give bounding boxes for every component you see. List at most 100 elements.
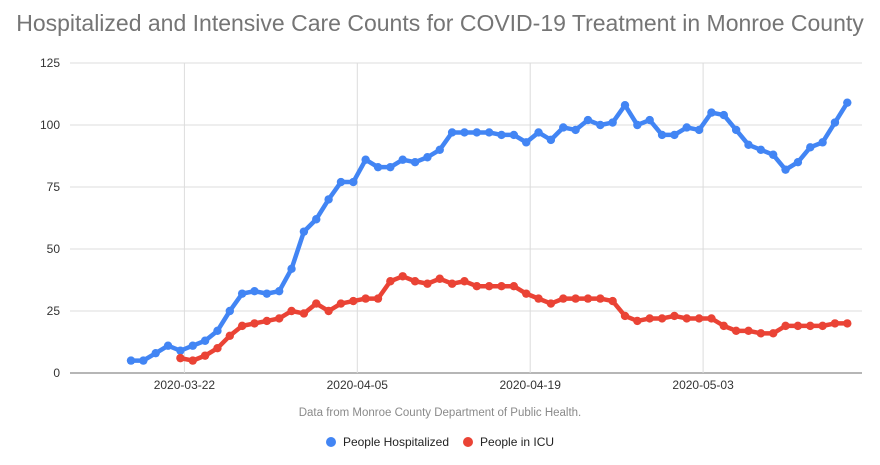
data-point[interactable] bbox=[818, 138, 827, 147]
data-point[interactable] bbox=[312, 299, 321, 308]
data-point[interactable] bbox=[620, 311, 630, 321]
data-point[interactable] bbox=[324, 306, 333, 316]
data-point[interactable] bbox=[213, 326, 222, 336]
data-point[interactable] bbox=[349, 177, 358, 187]
data-point[interactable] bbox=[806, 321, 815, 331]
data-point[interactable] bbox=[447, 279, 457, 288]
data-point[interactable] bbox=[262, 289, 272, 298]
data-point[interactable] bbox=[460, 128, 469, 137]
data-point[interactable] bbox=[769, 329, 778, 338]
data-point[interactable] bbox=[731, 125, 741, 135]
data-point[interactable] bbox=[324, 195, 333, 204]
data-point[interactable] bbox=[818, 321, 827, 331]
data-point[interactable] bbox=[645, 115, 654, 125]
data-point[interactable] bbox=[707, 108, 716, 117]
data-point[interactable] bbox=[756, 145, 766, 154]
data-point[interactable] bbox=[509, 130, 519, 140]
data-point[interactable] bbox=[793, 158, 803, 167]
data-point[interactable] bbox=[336, 177, 346, 187]
data-point[interactable] bbox=[225, 306, 234, 316]
data-point[interactable] bbox=[608, 118, 617, 127]
data-point[interactable] bbox=[435, 145, 444, 154]
data-point[interactable] bbox=[522, 289, 531, 298]
data-point[interactable] bbox=[361, 294, 370, 303]
data-point[interactable] bbox=[830, 118, 840, 127]
data-point[interactable] bbox=[583, 115, 593, 125]
data-point[interactable] bbox=[250, 286, 259, 296]
data-point[interactable] bbox=[275, 314, 284, 323]
data-point[interactable] bbox=[731, 326, 741, 336]
data-point[interactable] bbox=[781, 321, 790, 331]
data-point[interactable] bbox=[213, 344, 222, 353]
data-point[interactable] bbox=[719, 110, 728, 120]
data-point[interactable] bbox=[225, 331, 234, 340]
data-point[interactable] bbox=[781, 165, 790, 174]
data-point[interactable] bbox=[843, 319, 852, 328]
data-point[interactable] bbox=[843, 98, 852, 107]
data-point[interactable] bbox=[657, 314, 667, 323]
data-point[interactable] bbox=[546, 135, 556, 145]
data-point[interactable] bbox=[250, 319, 259, 328]
data-point[interactable] bbox=[484, 282, 494, 291]
data-point[interactable] bbox=[559, 294, 568, 303]
data-point[interactable] bbox=[633, 120, 642, 130]
data-point[interactable] bbox=[744, 140, 753, 150]
legend-item-hospitalized[interactable]: People Hospitalized bbox=[325, 435, 449, 449]
data-point[interactable] bbox=[484, 128, 494, 137]
data-point[interactable] bbox=[670, 311, 679, 321]
data-point[interactable] bbox=[188, 341, 197, 350]
data-point[interactable] bbox=[386, 162, 395, 172]
data-point[interactable] bbox=[694, 314, 704, 323]
data-point[interactable] bbox=[262, 316, 272, 326]
data-point[interactable] bbox=[806, 143, 815, 152]
data-point[interactable] bbox=[398, 272, 407, 281]
data-point[interactable] bbox=[571, 125, 580, 135]
data-point[interactable] bbox=[410, 158, 420, 167]
data-point[interactable] bbox=[472, 282, 481, 291]
data-point[interactable] bbox=[744, 326, 753, 336]
data-point[interactable] bbox=[299, 309, 309, 318]
data-point[interactable] bbox=[707, 314, 716, 323]
data-point[interactable] bbox=[176, 353, 185, 363]
data-point[interactable] bbox=[546, 299, 556, 308]
data-point[interactable] bbox=[509, 282, 519, 291]
data-point[interactable] bbox=[596, 120, 605, 130]
data-point[interactable] bbox=[657, 130, 667, 140]
data-point[interactable] bbox=[756, 329, 766, 338]
data-point[interactable] bbox=[447, 128, 457, 137]
data-point[interactable] bbox=[287, 306, 296, 316]
data-point[interactable] bbox=[472, 128, 481, 137]
data-point[interactable] bbox=[596, 294, 605, 303]
data-point[interactable] bbox=[571, 294, 580, 303]
data-point[interactable] bbox=[200, 351, 210, 360]
data-point[interactable] bbox=[682, 314, 691, 323]
data-point[interactable] bbox=[423, 153, 432, 162]
data-point[interactable] bbox=[237, 321, 247, 331]
data-point[interactable] bbox=[361, 155, 370, 164]
data-point[interactable] bbox=[386, 277, 395, 286]
data-point[interactable] bbox=[312, 215, 321, 224]
data-point[interactable] bbox=[299, 227, 309, 236]
data-point[interactable] bbox=[583, 294, 593, 303]
data-point[interactable] bbox=[200, 336, 210, 345]
data-point[interactable] bbox=[398, 155, 407, 164]
data-point[interactable] bbox=[139, 356, 148, 365]
data-point[interactable] bbox=[287, 264, 296, 274]
data-point[interactable] bbox=[373, 162, 383, 172]
data-point[interactable] bbox=[460, 277, 469, 286]
data-point[interactable] bbox=[694, 125, 704, 135]
data-point[interactable] bbox=[176, 346, 185, 355]
data-point[interactable] bbox=[275, 286, 284, 296]
data-point[interactable] bbox=[620, 100, 630, 110]
data-point[interactable] bbox=[682, 123, 691, 132]
data-point[interactable] bbox=[608, 296, 617, 306]
data-point[interactable] bbox=[373, 294, 383, 303]
data-point[interactable] bbox=[633, 316, 642, 326]
data-point[interactable] bbox=[188, 356, 197, 365]
data-point[interactable] bbox=[769, 150, 778, 159]
data-point[interactable] bbox=[435, 274, 444, 283]
data-point[interactable] bbox=[559, 123, 568, 132]
data-point[interactable] bbox=[151, 348, 160, 358]
data-point[interactable] bbox=[670, 130, 679, 140]
data-point[interactable] bbox=[645, 314, 654, 323]
